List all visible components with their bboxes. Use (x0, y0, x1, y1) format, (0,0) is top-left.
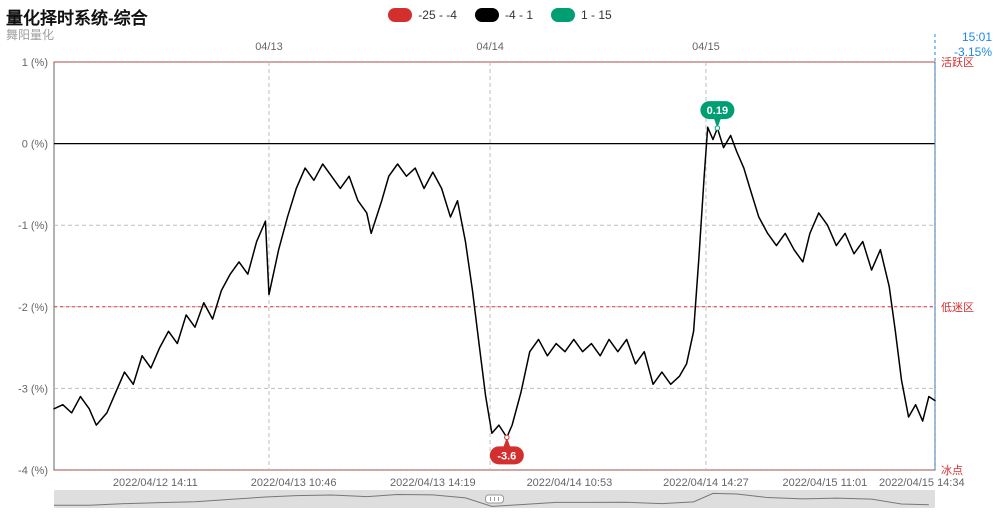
svg-text:0 (%): 0 (%) (22, 139, 48, 151)
svg-text:低迷区: 低迷区 (941, 301, 974, 314)
svg-text:-2 (%): -2 (%) (18, 302, 48, 314)
svg-text:1 (%): 1 (%) (22, 57, 48, 69)
svg-text:活跃区: 活跃区 (941, 55, 974, 69)
svg-text:2022/04/14 10:53: 2022/04/14 10:53 (527, 477, 613, 489)
svg-text:-3.6: -3.6 (497, 450, 516, 462)
svg-text:2022/04/13 10:46: 2022/04/13 10:46 (251, 477, 337, 489)
svg-text:2022/04/14 14:27: 2022/04/14 14:27 (663, 477, 749, 489)
svg-text:-4 (%): -4 (%) (18, 465, 48, 477)
svg-text:04/15: 04/15 (692, 41, 720, 53)
svg-text:-1 (%): -1 (%) (18, 220, 48, 232)
timing-chart[interactable]: 1 (%) 0 (%) -1 (%) -2 (%) -3 (%) -4 (%) 04/13 0… (0, 0, 1000, 523)
svg-text:-3 (%): -3 (%) (18, 383, 48, 395)
svg-text:2022/04/13 14:19: 2022/04/13 14:19 (390, 477, 476, 489)
svg-text:2022/04/15 14:34: 2022/04/15 14:34 (879, 477, 965, 489)
svg-text:2022/04/15 11:01: 2022/04/15 11:01 (782, 477, 867, 489)
svg-text:0.19: 0.19 (707, 105, 728, 117)
svg-text:04/14: 04/14 (476, 41, 504, 53)
svg-text:冰点: 冰点 (941, 464, 963, 477)
svg-text:2022/04/12 14:11: 2022/04/12 14:11 (113, 477, 198, 489)
svg-text:04/13: 04/13 (255, 41, 283, 53)
